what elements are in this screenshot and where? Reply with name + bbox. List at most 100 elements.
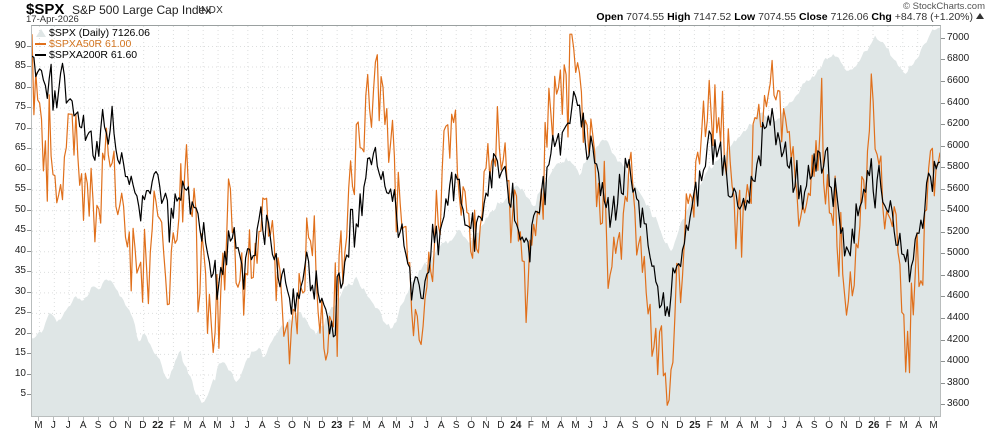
x-axis-tick-mark [366,417,368,421]
y-left-tick-mark [27,312,31,314]
x-axis-tick-mark [709,417,711,421]
y-right-tick-label: 6600 [947,75,970,87]
y-left-tick-label: 25 [14,306,26,318]
x-axis-tick-mark [918,417,920,421]
y-left-tick-label: 20 [14,326,26,338]
x-axis-tick-mark [38,417,40,421]
y-left-tick-mark [27,373,31,375]
y-right-tick-label: 3600 [947,398,970,410]
y-left-tick-mark [27,353,31,355]
x-axis-tick-mark [83,417,85,421]
y-right-tick-label: 6800 [947,53,970,65]
y-left-tick-mark [27,394,31,396]
y-right-tick-label: 3800 [947,376,970,388]
x-axis-month-label: A [557,420,564,431]
x-axis-tick-mark [650,417,652,421]
x-axis-month-label: F [348,420,355,431]
x-axis-tick-mark [471,417,473,421]
x-axis-tick-mark [903,417,905,421]
x-axis-month-label: N [840,420,848,431]
x-axis-month-label: N [303,420,311,431]
x-axis-month-label: O [467,420,475,431]
open-value: 7074.55 [626,11,665,23]
x-axis-tick-mark [814,417,816,421]
x-axis-month-label: M [183,420,192,431]
y-right-tick-mark [941,167,945,169]
x-axis-tick-mark [232,417,234,421]
chart-canvas [32,26,940,416]
y-right-tick-label: 4600 [947,290,970,302]
y-right-tick-mark [941,296,945,298]
y-right-tick-mark [941,339,945,341]
chg-label: Chg [871,11,892,23]
x-axis-month-label: M [392,420,401,431]
y-left-tick-label: 60 [14,162,26,174]
x-axis-tick-mark [53,417,55,421]
x-axis-tick-mark [665,417,667,421]
up-arrow-icon [976,13,984,19]
y-left-tick-label: 40 [14,244,26,256]
y-left-tick-mark [27,271,31,273]
y-right-tick-mark [941,124,945,126]
x-axis-month-label: O [825,420,833,431]
x-axis-tick-mark [784,417,786,421]
x-axis-tick-mark [277,417,279,421]
chart-plot-area[interactable] [31,25,941,417]
x-axis-month-label: A [736,420,743,431]
x-axis-month-label: D [318,420,326,431]
x-axis-month-label: J [766,420,772,431]
y-right-tick-label: 5200 [947,225,970,237]
x-axis-tick-mark [172,417,174,421]
x-axis-tick-mark [292,417,294,421]
x-axis-tick-mark [530,417,532,421]
y-left-tick-mark [27,291,31,293]
y-right-tick-mark [941,361,945,363]
x-axis-tick-mark [620,417,622,421]
x-axis-tick-mark [142,417,144,421]
y-right-tick-mark [941,210,945,212]
x-axis-tick-mark [933,417,935,421]
chg-value: +84.78 (+1.20%) [894,11,973,23]
y-left-tick-label: 90 [14,39,26,51]
x-axis-month-label: M [571,420,580,431]
x-axis-month-label: J [244,420,250,431]
x-axis-year-label: 26 [868,420,880,431]
high-value: 7147.52 [693,11,732,23]
y-left-tick-label: 10 [14,367,26,379]
spxa200r-line [32,55,940,338]
stockcharts-watermark: © StockCharts.com [903,1,985,12]
x-axis-month-label: D [497,420,505,431]
y-right-tick-mark [941,253,945,255]
y-right-tick-label: 6400 [947,96,970,108]
x-axis-tick-mark [127,417,129,421]
y-right-tick-label: 4000 [947,355,970,367]
y-left-tick-label: 15 [14,347,26,359]
x-axis-month-label: A [199,420,206,431]
x-axis-tick-mark [873,417,875,421]
x-axis-tick-mark [336,417,338,421]
y-right-tick-mark [941,382,945,384]
x-axis-month-label: A [915,420,922,431]
y-left-tick-label: 70 [14,121,26,133]
x-axis-tick-mark [351,417,353,421]
legend-label: $SPXA200R 61.60 [49,49,138,62]
y-right-tick-mark [941,188,945,190]
x-axis-month-label: O [288,420,296,431]
close-value: 7126.06 [830,11,869,23]
x-axis-month-label: J [65,420,71,431]
x-axis-month-label: F [885,420,892,431]
x-axis-tick-mark [799,417,801,421]
x-axis-month-label: M [750,420,759,431]
y-left-tick-mark [27,250,31,252]
y-right-tick-mark [941,404,945,406]
y-left-tick-mark [27,209,31,211]
x-axis-month-label: J [423,420,429,431]
y-right-tick-label: 4200 [947,333,970,345]
x-axis-month-label: O [109,420,117,431]
x-axis-tick-mark [187,417,189,421]
x-axis-month-label: F [706,420,713,431]
high-label: High [667,11,691,23]
x-axis-month-label: A [795,420,803,431]
x-axis-month-label: S [94,420,102,431]
